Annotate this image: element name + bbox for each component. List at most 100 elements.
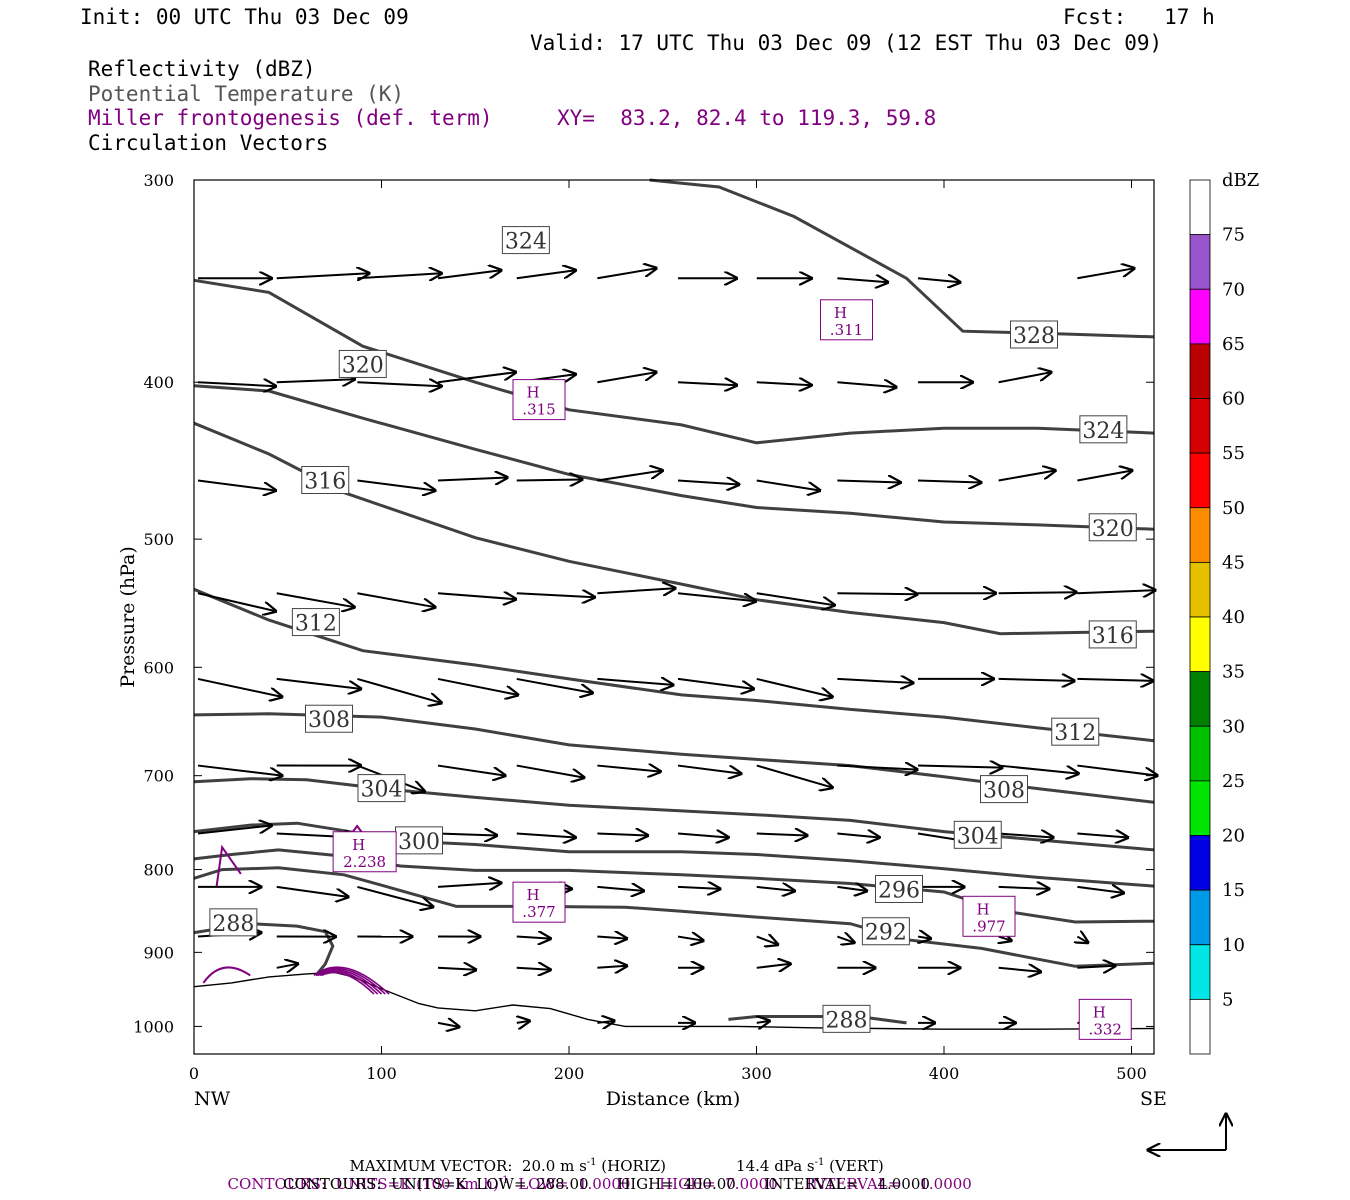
circulation-vector — [756, 833, 807, 835]
high-marker-label: H — [352, 836, 365, 854]
footer-theta-contours: CONTOURS: UNITS=K LOW= 288.00 HIGH= 400.… — [283, 1175, 930, 1193]
colorbar-label: 70 — [1222, 279, 1245, 300]
circulation-vector — [677, 592, 756, 601]
circulation-vector — [597, 1021, 614, 1023]
high-marker-box — [962, 895, 1016, 937]
circulation-vector — [917, 278, 960, 282]
colorbar-segment — [1189, 725, 1211, 782]
circulation-vector — [837, 679, 913, 683]
field-reflectivity: Reflectivity (dBZ) — [88, 57, 316, 81]
contour-label: 324 — [505, 230, 547, 255]
terrain-line — [193, 971, 1155, 1030]
circulation-vector — [437, 764, 505, 776]
colorbar-unit: dBZ — [1222, 170, 1259, 191]
contour-label: 316 — [1092, 624, 1134, 649]
colorbar-label: 45 — [1222, 552, 1245, 573]
circulation-vector — [998, 592, 1077, 593]
colorbar-segment — [1189, 561, 1211, 618]
max-vector-sup: -1 — [586, 1157, 597, 1168]
circulation-vector — [1077, 679, 1153, 681]
circulation-vector — [276, 592, 355, 607]
contour-label: 324 — [1082, 419, 1124, 444]
init-time: Init: 00 UTC Thu 03 Dec 09 — [80, 5, 409, 29]
colorbar-segment — [1189, 179, 1211, 236]
colorbar-segment — [1189, 288, 1211, 345]
circulation-vector — [597, 937, 626, 939]
colorbar-segment — [1189, 507, 1211, 563]
contour-label-box — [875, 874, 923, 903]
high-marker-label: H — [526, 886, 539, 904]
circulation-vector — [998, 679, 1075, 681]
contour-label: 292 — [865, 921, 907, 946]
contour-label-box — [209, 908, 258, 937]
y-tick-label: 1000 — [133, 1017, 174, 1036]
contour-label: 320 — [342, 353, 384, 378]
y-axis-title: Pressure (hPa) — [117, 546, 139, 688]
theta-contour-324 — [193, 278, 1155, 445]
contour-label-box — [305, 704, 353, 733]
theta-contour-292 — [193, 866, 1155, 968]
circulation-vector — [1077, 471, 1132, 482]
fronto-contours-sup: -1 — [498, 1175, 509, 1186]
y-tick-label: 800 — [143, 861, 174, 880]
circulation-vector — [437, 968, 476, 970]
colorbar-label: 30 — [1222, 716, 1245, 737]
circulation-vector — [1077, 937, 1088, 943]
colorbar-segment — [1189, 343, 1211, 399]
fronto-contours-tail: LOW= 1.0000 HIGH= 7.0000 INTERVAL= 1.000… — [508, 1175, 972, 1193]
high-marker-value: .377 — [522, 903, 555, 921]
circulation-vector — [516, 677, 593, 693]
circulation-vector — [756, 677, 833, 697]
circulation-vector — [276, 677, 361, 689]
colorbar-label: 50 — [1222, 498, 1245, 519]
circulation-vector — [437, 478, 507, 481]
high-marker-value: .311 — [830, 321, 863, 339]
field-frontogenesis: Miller frontogenesis (def. term) — [88, 106, 493, 130]
footer-vector-scale: MAXIMUM VECTOR: 20.0 m s-1 (HORIZ) 14.4 d… — [340, 1139, 884, 1175]
circulation-vector — [998, 833, 1054, 837]
circulation-vector — [1077, 268, 1134, 280]
contour-label-box — [1079, 415, 1128, 444]
circulation-vector — [677, 382, 737, 385]
theta-contour-320 — [193, 384, 1155, 531]
high-marker-box — [332, 831, 397, 873]
circulation-vector — [197, 826, 272, 835]
circulation-vector — [837, 382, 896, 387]
circulation-vector — [437, 833, 497, 835]
circulation-vector — [756, 592, 835, 605]
theta-contour-328 — [649, 178, 1155, 339]
circulation-vector — [357, 885, 433, 907]
contour-label: 312 — [1054, 721, 1096, 746]
circulation-vector — [597, 588, 675, 593]
circulation-vector — [437, 593, 516, 599]
circulation-vector — [517, 1021, 530, 1023]
circulation-vector — [756, 382, 812, 385]
circulation-vector — [677, 677, 754, 689]
circulation-vector — [197, 764, 282, 776]
high-marker-label: H — [1093, 1003, 1106, 1021]
circulation-vector — [276, 273, 369, 278]
colorbar-label: 65 — [1222, 334, 1245, 355]
y-tick-label: 500 — [143, 530, 174, 549]
colorbar-segment — [1189, 452, 1211, 509]
circulation-vector — [677, 833, 728, 837]
high-marker-value: .315 — [522, 401, 555, 419]
circulation-vector — [756, 479, 820, 491]
field-potential-temperature: Potential Temperature (K) — [88, 82, 405, 106]
circulation-vector — [677, 937, 703, 941]
contour-label-box — [338, 349, 387, 378]
circulation-vector — [597, 833, 647, 835]
circulation-vector — [437, 1023, 459, 1027]
circulation-vector — [357, 592, 435, 607]
circulation-vector — [837, 278, 887, 282]
contour-label-box — [861, 917, 910, 946]
x-tick-label: 500 — [1116, 1064, 1147, 1083]
x-tick-label: 400 — [929, 1064, 960, 1083]
frontogenesis-contour — [202, 966, 251, 984]
circulation-vector — [516, 480, 582, 481]
colorbar-label: 55 — [1222, 443, 1245, 464]
cross-section-endpoints: XY= 83.2, 82.4 to 119.3, 59.8 — [557, 106, 937, 130]
high-marker-box — [512, 379, 566, 421]
circulation-vector — [516, 833, 576, 837]
max-vector-vert: 14.4 dPa s — [736, 1157, 815, 1175]
